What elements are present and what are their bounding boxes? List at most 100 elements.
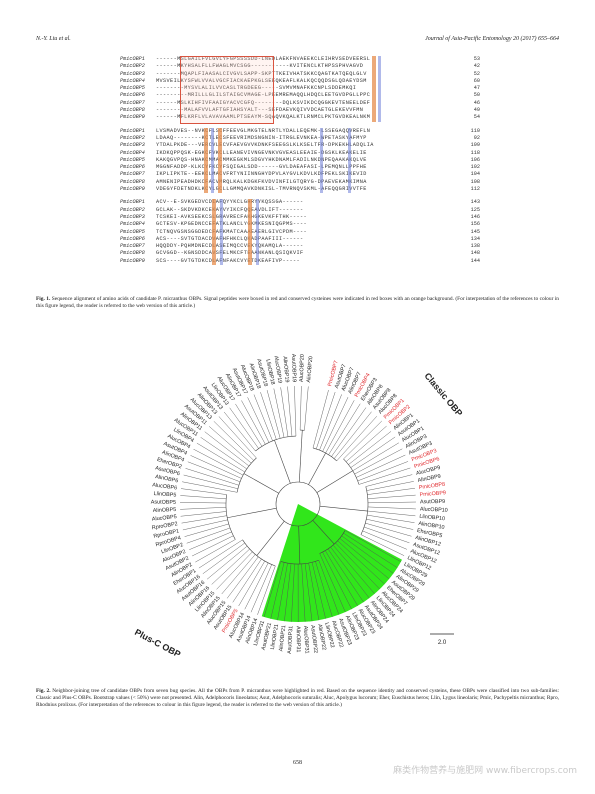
sequence-residues: -------MQAPLFIAASALCIVGVLSAPP-SKPTTKEIVH… [156,70,367,77]
conserved-cysteine-column [212,199,216,266]
sequence-residues: SCS----GVTGTDKCDLAFNFAKCVYETDKEAFIVP----… [156,257,301,264]
residue-count: 134 [470,235,480,242]
tree-tip-branch [273,388,285,438]
residue-count: 42 [473,63,480,70]
sequence-name: PmicOBP7 [120,243,145,250]
tree-tip-branch [356,454,406,478]
tree-tip-branch [206,545,248,580]
sequence-name: PmicOBP7 [120,171,145,178]
signal-peptide-box [180,56,274,124]
tree-tip-branch [364,526,410,544]
residue-count: 145 [470,228,480,235]
tree-tip-label: AsutOBP31 [287,626,295,654]
tree-tip-branch [367,510,416,517]
tree-tip-branch [209,426,252,464]
tree-tip-branch [190,455,242,479]
sequence-residues: MVSVEILKYSFWLVVALVGCFIACKAEPKGLSEEQKEAFL… [156,77,367,84]
tree-tip-label: LlinOBP22 [323,622,335,648]
figure-2-caption: Fig. 2. Neighbor-joining tree of candida… [36,688,559,710]
tree-tip-branch [235,403,263,447]
tree-tip-branch [328,403,361,455]
tree-tip-branch [189,531,232,550]
residue-count: 138 [470,243,480,250]
alignment-block: PmicOBP1 ------MSLGAILFVLGVLYFGPSSSSDD-LN… [120,56,480,124]
tree-clade-stem [298,525,301,564]
sequence-residues: ACS----SVTGTDACDVAFHFHKCLQKADPAAFIII----… [156,235,304,242]
alignment-row: PmicOBP2 GCLAK--SKDVKDKCEKAYVYIKCFQQEAVDL… [120,207,480,214]
tree-tip-branch [357,461,409,482]
tree-tip-branch [270,562,285,619]
tree-tip-label: AlinOBP19 [281,356,289,383]
tree-tip-label: AlinOBP21 [278,625,287,652]
sequence-residues: ------MFLKRFLVLAVAVAAMLPTSEAYM-SQAQVKQAL… [156,114,371,121]
tree-clade-stem [227,507,277,519]
tree-tip-branch [311,562,326,619]
residue-count: 47 [473,85,480,92]
alignment-row: PmicOBP8 GCVGGD--KGNSDDCAVSFELMKCFTEAANKA… [120,250,480,257]
tree-tip-branch [360,534,405,556]
tree-clade-stem [319,505,368,512]
tree-tip-branch [339,538,390,580]
tree-tip-branch [367,506,416,510]
alignment-row: PmicOBP1 ------MSLGAILFVLGVLYFGPSSSSDD-LN… [120,56,480,63]
tree-tip-branch [318,560,340,615]
alignment-row: PmicOBP4 GCTESV-KPGEDNCCEFATKLANCLYGKMKES… [120,221,480,228]
alignment-row: PmicOBP5 KAKQGVPQS-HNAKCMMACMMKEGKMLSDGVY… [120,157,480,164]
tree-tip-label: LlinOBP5 [153,491,176,499]
sequence-residues: GCVGGD--KGNSDDCAVSFELMKCFTEAANKANLQSIQKV… [156,250,304,257]
plus-c-obp-label: Plus-C OBP [133,627,182,660]
tree-clade-stem [274,440,291,484]
tree-clade-stem [256,521,285,556]
tree-tip-branch [367,514,415,523]
tree-clade-stem [243,473,279,494]
sequence-name: PmicOBP9 [120,257,145,264]
tree-tip-label: LlinOBP18 [264,359,275,385]
alignment-row: PmicOBP6 ---------MRILLLGLILSTAIGCVMAGE-L… [120,92,480,99]
alignment-row: PmicOBP3 -------MQAPLFIAASALCIVGVLSAPP-SK… [120,71,480,78]
tree-tip-branch [198,539,243,569]
alignment-row: PmicOBP5 --------MYSVLALILVVCASLTRGDEEG--… [120,85,480,92]
tree-tip-branch [366,518,414,530]
sequence-residues: AMNENIPEADHDKCFACVMRQLKALKDGKFKVDVINFILG… [156,178,367,185]
tree-tip-branch [260,392,277,440]
sequence-residues: ---------MRILLLGLILSTAIGCVMAGE-LPEEMREMA… [156,92,371,99]
tree-tip-branch [315,561,333,617]
tree-tip-label: AsutOBP22 [309,625,318,654]
conserved-residue-column [211,127,214,194]
residue-count: 146 [470,213,480,220]
tree-tip-branch [263,561,281,618]
tree-tip-branch [343,420,383,460]
alignment-block: PmicOBP1 ACV--E-SVKGEDVCDIAFQYYKCLGHRYYKQ… [120,199,480,266]
sequence-name: PmicOBP4 [120,221,145,228]
tree-tip-branch [322,397,349,452]
residue-count: 108 [470,178,480,185]
watermark: 麻类作物营养与施肥网 www.fibercrops.com [393,766,577,776]
alignment-row: PmicOBP2 LDAAQ--------KCTLECSFEEVRIMDSNGN… [120,135,480,142]
tree-tip-branch [366,481,414,491]
tree-tip-branch [182,481,238,493]
tree-tip-branch [287,386,293,437]
tree-tip-branch [204,431,250,467]
tree-tip-branch [180,488,227,495]
sequence-residues: TCTNQVGSNSGGDEDCFAFKMATCAAAEAERLGIVCPDM-… [156,228,308,235]
alignment-row: PmicOBP7 HQQDDY-PQHMDNECDLASEIMQCCVEKYQKA… [120,243,480,250]
tree-tip-branch [304,563,313,622]
tree-tip-branch [337,540,385,585]
tree-tip-branch [308,563,320,621]
tree-tip-branch [223,411,256,452]
tree-clade-stem [312,520,335,545]
tree-tip-branch [325,400,355,454]
residue-count: 110 [470,127,480,134]
figure-1-caption-text: Sequence alignment of amino acids of can… [36,296,559,310]
sequence-residues: GCTESV-KPGEDNCCEFATKLANCLYGKMKESNIQGPMS-… [156,221,308,228]
residue-count: 118 [470,149,480,156]
alignment-row: PmicOBP2 ------MKYHSALFLLFWAGLMVCSGG-----… [120,63,480,70]
sequence-residues: --------MALAFVVLAFTGFIAHSYALT---SEFDAEVK… [156,107,364,114]
conserved-cysteine-column [248,199,252,266]
tree-tip-branch [291,563,295,622]
tree-tip-label: AlucOBP10 [420,507,448,514]
tree-tip-label: AlucOBP31 [302,626,310,654]
sequence-name: PmicOBP2 [120,63,145,70]
tree-tip-branch [247,397,270,443]
sequence-residues: HQQDDY-PQHMDNECDLASEIMQCCVEKYQKAMQLA----… [156,243,304,250]
